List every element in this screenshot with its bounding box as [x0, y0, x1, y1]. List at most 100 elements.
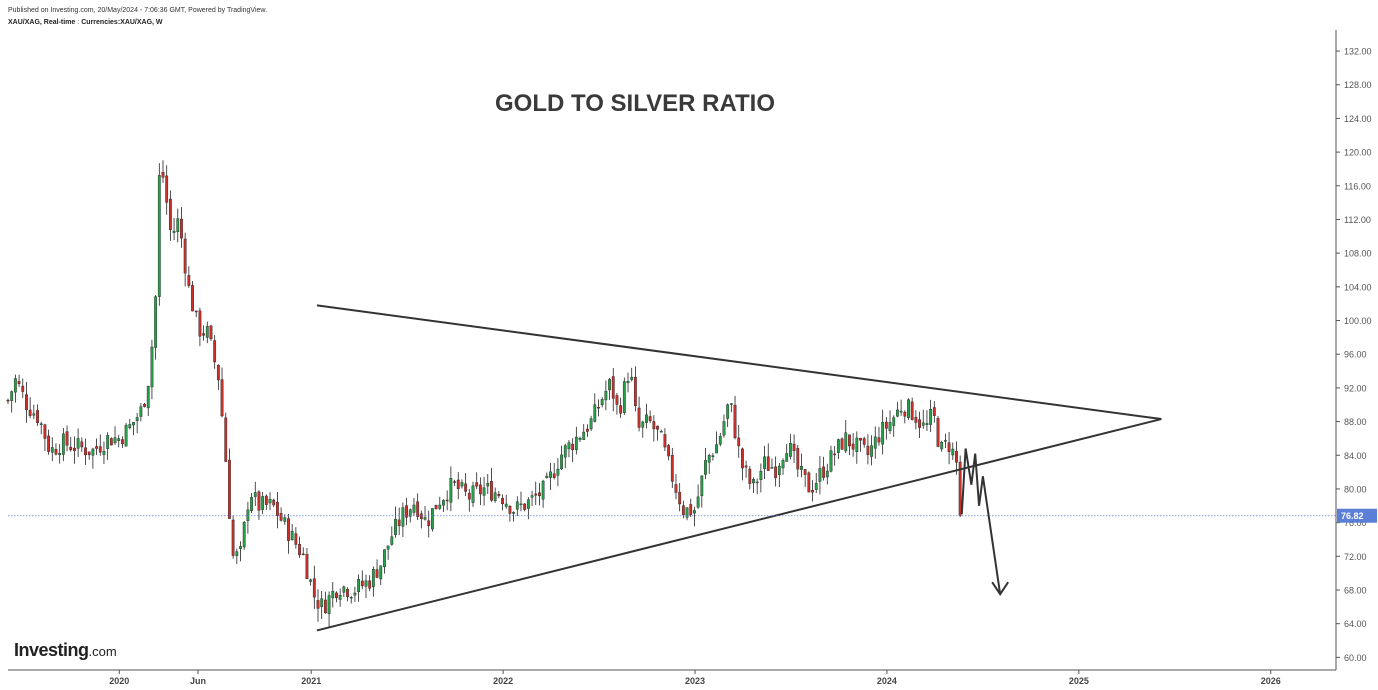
candle-body — [445, 499, 449, 502]
support-trendline — [316, 418, 1162, 632]
candle-body — [261, 496, 265, 510]
candle-body — [349, 597, 353, 599]
candle-body — [416, 501, 420, 517]
candle-body — [272, 499, 276, 506]
candle-body — [903, 411, 907, 417]
y-tick-label: 120.00 — [1344, 148, 1372, 158]
candle-body — [678, 491, 682, 505]
candle-body — [936, 418, 940, 447]
candle-body — [932, 407, 936, 416]
candle-body — [892, 417, 896, 426]
candle-body — [346, 589, 349, 598]
candle-body — [685, 507, 689, 518]
candle-body — [659, 431, 663, 433]
candle-body — [36, 410, 39, 423]
candle-body — [438, 504, 442, 509]
candle-body — [84, 447, 87, 456]
candle-body — [10, 391, 14, 401]
y-tick-label: 128.00 — [1344, 80, 1372, 90]
candle-body — [61, 433, 65, 455]
candle-body — [309, 579, 313, 582]
candle-body — [836, 439, 840, 453]
candle-body — [228, 459, 231, 519]
candle-body — [896, 409, 899, 417]
candle-body — [405, 505, 408, 518]
candle-body — [135, 417, 139, 421]
candle-body — [224, 417, 228, 462]
candle-body — [386, 545, 390, 550]
candle-body — [859, 437, 862, 441]
published-note: Published on Investing.com, 20/May/2024 … — [8, 7, 268, 14]
candle-body — [397, 519, 401, 526]
candle-body — [431, 508, 434, 530]
candle-body — [526, 499, 530, 509]
candle-body — [729, 403, 733, 405]
candle-body — [486, 483, 490, 487]
candle-body — [667, 445, 671, 457]
candle-body — [530, 495, 534, 498]
symbol-label: XAU/XAG, Real-time — [8, 19, 76, 26]
projection-arrow-head — [991, 581, 1009, 597]
candle-body — [139, 406, 143, 417]
projection-path — [960, 448, 1002, 595]
candle-body — [608, 379, 611, 391]
candle-body — [844, 432, 848, 452]
candle-body — [168, 198, 172, 230]
candle-body — [360, 580, 364, 587]
candle-body — [453, 481, 456, 483]
candle-body — [146, 385, 150, 409]
candle-body — [235, 551, 239, 556]
candle-body — [622, 381, 626, 413]
candle-body — [401, 507, 405, 527]
candle-body — [353, 592, 357, 596]
candle-body — [848, 434, 851, 447]
candle-body — [65, 431, 69, 446]
candle-body — [460, 482, 464, 487]
y-axis[interactable]: 60.00 64.00 68.00 72.00 76.00 80.00 84.00 88.00… — [1335, 30, 1377, 670]
candle-body — [493, 492, 497, 501]
candle-body — [523, 503, 527, 510]
candle-body — [501, 497, 504, 505]
candle-body — [394, 518, 397, 535]
candle-body — [364, 580, 368, 587]
candle-body — [693, 510, 696, 514]
candle-body — [855, 437, 859, 453]
candle-body — [482, 487, 486, 496]
candle-body — [619, 405, 623, 414]
chart-title: GOLD TO SILVER RATIO — [495, 90, 775, 117]
candle-body — [744, 465, 748, 468]
candle-body — [161, 172, 165, 178]
candle-body — [792, 443, 796, 451]
candle-body — [593, 404, 597, 422]
candle-body — [124, 424, 128, 447]
y-tick-label: 116.00 — [1344, 181, 1371, 191]
candle-body — [630, 376, 634, 380]
x-axis[interactable]: 2020 Jun 2021 2022 2023 2024 2025 2026 — [8, 669, 1336, 686]
candle-body — [633, 376, 637, 406]
candle-body — [154, 296, 158, 348]
candle-body — [423, 517, 427, 520]
candle-body — [921, 422, 925, 426]
candle-body — [379, 565, 383, 580]
candle-body — [335, 592, 338, 599]
candle-body — [323, 599, 327, 614]
candle-body — [785, 453, 789, 462]
candle-body — [637, 407, 641, 428]
candle-body — [597, 406, 600, 409]
y-tick-label: 100.00 — [1344, 316, 1372, 326]
candle-body — [519, 503, 523, 506]
candle-body — [28, 409, 32, 416]
y-tick-label: 64.00 — [1344, 619, 1367, 629]
candle-body — [21, 385, 25, 392]
candle-body — [6, 399, 10, 402]
candle-body — [371, 569, 375, 588]
candle-body — [408, 509, 412, 517]
candle-body — [818, 468, 822, 482]
candle-body — [574, 436, 578, 450]
candle-body — [39, 423, 43, 425]
candle-body — [279, 513, 283, 521]
candle-body — [80, 441, 84, 448]
candle-body — [276, 501, 279, 516]
candle-body — [194, 310, 198, 313]
